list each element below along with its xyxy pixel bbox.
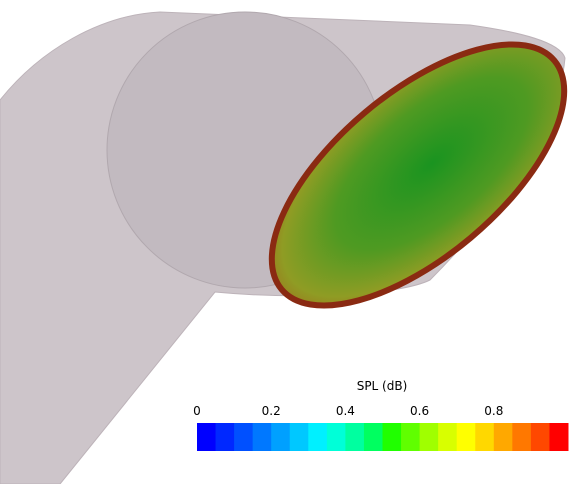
colorbar-band: [419, 423, 439, 451]
colorbar-band: [549, 423, 569, 451]
colorbar-band: [493, 423, 513, 451]
colorbar-band: [271, 423, 291, 451]
colorbar-band: [475, 423, 495, 451]
colorbar-band: [234, 423, 254, 451]
colorbar-band: [345, 423, 365, 451]
outlet: [268, 41, 568, 309]
colorbar-band: [197, 423, 217, 451]
colorbar: 0 0.2 0.4 0.6 0.8: [193, 404, 569, 451]
colorbar-band: [438, 423, 458, 451]
colorbar-tick-label: 0.4: [336, 404, 355, 418]
colorbar-band: [530, 423, 550, 451]
colorbar-band: [456, 423, 476, 451]
colorbar-band: [401, 423, 421, 451]
colorbar-tick-label: 0: [193, 404, 201, 418]
colorbar-tick-label: 0.2: [262, 404, 281, 418]
colorbar-band: [252, 423, 272, 451]
colorbar-tick-label: 0.6: [410, 404, 429, 418]
colorbar-band: [326, 423, 346, 451]
colorbar-band: [382, 423, 402, 451]
colorbar-band: [512, 423, 532, 451]
colorbar-band: [289, 423, 309, 451]
colorbar-title: SPL (dB): [357, 379, 408, 393]
colorbar-band: [215, 423, 235, 451]
colorbar-band: [308, 423, 328, 451]
colorbar-band: [363, 423, 383, 451]
colorbar-tick-label: 0.8: [484, 404, 503, 418]
